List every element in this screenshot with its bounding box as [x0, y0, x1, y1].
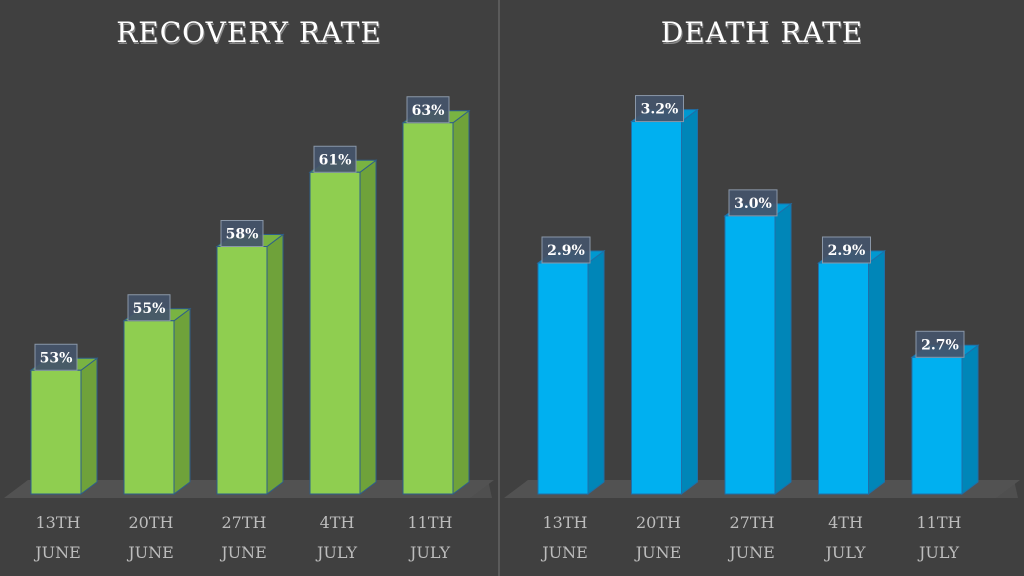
bar-side [774, 202, 792, 495]
bar-front [911, 356, 963, 495]
bar [122, 307, 192, 495]
bar [723, 202, 793, 495]
x-tick-label: JULY [315, 543, 358, 562]
bar-side [587, 250, 605, 495]
x-tick-label: JULY [823, 543, 866, 562]
x-tick-label: 4TH [320, 513, 355, 532]
recovery-plot: 53% 13TH JUNE 55% 20TH JUNE 58% 27TH JUNE 61% 4TH J… [4, 96, 494, 562]
bar-side [173, 307, 191, 495]
data-label-box [34, 343, 78, 371]
bar-front [631, 121, 682, 495]
data-label-box [127, 294, 171, 322]
data-label: 61% [319, 152, 352, 168]
x-tick-label: JUNE [126, 543, 174, 562]
death-plot: 2.9% 13TH JUNE 3.2% 20TH JUNE 3.0% 27TH JUNE 2.9%… [504, 95, 1020, 562]
x-tick-label: JULY [917, 543, 960, 562]
x-tick-label: JUNE [727, 543, 775, 562]
bar-front [309, 171, 361, 495]
data-label-box [220, 220, 264, 247]
bar-front [402, 122, 454, 495]
x-tick-label: 4TH [828, 513, 863, 532]
data-label: 2.9% [828, 243, 866, 259]
data-label-box [541, 236, 591, 264]
bar [215, 233, 285, 495]
bar-side [868, 250, 885, 495]
bar-side [266, 233, 284, 495]
bar-front [818, 262, 869, 495]
x-tick-label: 20TH [636, 513, 681, 532]
data-label: 3.0% [734, 196, 772, 212]
bar [910, 344, 980, 495]
x-tick-label: 11TH [917, 513, 962, 532]
bar [630, 108, 699, 495]
x-tick-label: 27TH [730, 513, 775, 532]
x-tick-label: JUNE [219, 543, 267, 562]
data-label: 2.9% [547, 243, 585, 259]
x-tick-label: JUNE [540, 543, 588, 562]
bar-front [123, 320, 175, 495]
x-tick-label: JULY [408, 543, 451, 562]
data-label-box [406, 96, 450, 124]
data-label-box [313, 145, 357, 173]
bar-side [452, 109, 470, 495]
data-label: 53% [40, 350, 73, 366]
bar [308, 159, 378, 495]
bar-front [216, 246, 268, 495]
x-tick-label: 11TH [408, 513, 453, 532]
bar-side [681, 108, 698, 495]
bar-front [30, 369, 82, 495]
x-tick-label: 13TH [543, 513, 588, 532]
data-label: 3.2% [641, 102, 679, 118]
x-tick-label: JUNE [634, 543, 682, 562]
chart-title: RECOVERY RATE [116, 16, 382, 49]
data-label-box [822, 236, 871, 264]
data-label: 2.7% [921, 337, 959, 353]
data-label-box [635, 95, 684, 123]
bar-side [359, 159, 377, 495]
x-tick-label: 13TH [36, 513, 81, 532]
data-label-box [915, 330, 965, 358]
bar [817, 250, 886, 495]
x-tick-label: JUNE [33, 543, 81, 562]
x-tick-label: 20TH [129, 513, 174, 532]
bar [536, 250, 606, 495]
chart-title: DEATH RATE [660, 16, 864, 49]
data-label: 63% [412, 103, 445, 119]
bar-side [961, 344, 979, 495]
data-label: 55% [133, 301, 166, 317]
bar [29, 357, 99, 495]
bar [401, 109, 471, 495]
bar-front [724, 215, 776, 495]
death-rate-chart: DEATH RATE 2.9% 13TH JUNE 3.2% 20TH JUNE 3.0% 2… [500, 0, 1024, 576]
bar-side [80, 357, 98, 495]
bar-front [537, 262, 589, 495]
data-label-box [728, 189, 778, 217]
recovery-rate-chart: RECOVERY RATE 53% 13TH JUNE 55% 20TH JUNE 58% 2… [0, 0, 500, 576]
data-label: 58% [226, 227, 259, 243]
x-tick-label: 27TH [222, 513, 267, 532]
